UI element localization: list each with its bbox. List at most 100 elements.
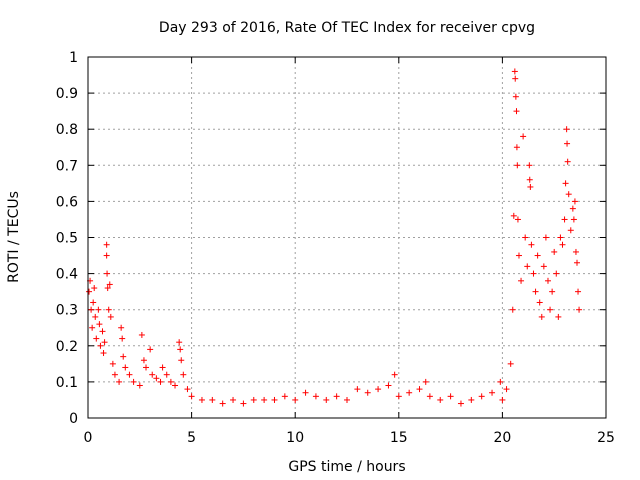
data-point [422, 378, 429, 385]
plot-frame [87, 56, 607, 419]
data-point [563, 126, 570, 133]
y-tick-label: 0.2 [56, 339, 78, 355]
data-point [406, 389, 413, 396]
x-tick-label: 20 [493, 430, 511, 446]
data-point [532, 288, 539, 295]
data-point [104, 270, 111, 277]
data-point [138, 331, 145, 338]
data-point [101, 339, 108, 346]
x-tick-label: 5 [187, 430, 196, 446]
data-point [576, 306, 583, 313]
data-point [344, 396, 350, 403]
data-point [163, 371, 170, 378]
data-point [478, 393, 485, 400]
data-point [91, 285, 98, 292]
data-point [116, 378, 123, 385]
data-point [395, 393, 402, 400]
x-axis-label: GPS time / hours [288, 459, 405, 475]
data-point [540, 263, 547, 270]
data-point [553, 270, 560, 277]
data-point [457, 400, 464, 407]
data-point [385, 382, 392, 389]
data-point [120, 353, 127, 360]
data-point [447, 393, 454, 400]
data-point [518, 277, 525, 284]
data-point [573, 259, 580, 266]
data-point [281, 393, 288, 400]
x-tick-label: 25 [597, 430, 615, 446]
data-point [136, 382, 143, 389]
data-point [570, 216, 577, 223]
data-point [333, 393, 340, 400]
data-point [524, 263, 531, 270]
data-point [147, 346, 154, 353]
grid [88, 57, 606, 418]
x-tick-label: 10 [286, 430, 304, 446]
data-point [569, 205, 576, 212]
data-point [177, 346, 184, 353]
data-point [105, 306, 112, 313]
data-point [561, 216, 568, 223]
data-point [514, 162, 521, 169]
data-point [126, 371, 133, 378]
data-point [564, 158, 571, 165]
data-point [507, 360, 514, 367]
data-point [209, 396, 216, 403]
data-point [522, 234, 529, 241]
data-point [106, 281, 113, 288]
data-point [512, 75, 519, 82]
data-point [549, 288, 556, 295]
data-point [564, 140, 571, 147]
data-point [111, 371, 118, 378]
data-point [188, 393, 195, 400]
data-point [172, 382, 179, 389]
data-point [103, 252, 110, 259]
y-tick-label: 0.8 [56, 122, 78, 138]
y-tick-label: 0.9 [56, 86, 78, 102]
data-point [562, 180, 569, 187]
data-point [513, 108, 520, 115]
data-point [499, 396, 506, 403]
data-point [198, 396, 205, 403]
x-tick-label: 0 [84, 430, 93, 446]
data-point [96, 321, 103, 328]
data-point [391, 371, 398, 378]
data-point [178, 357, 185, 364]
chart-title: Day 293 of 2016, Rate Of TEC Index for r… [159, 20, 535, 36]
data-point [271, 396, 278, 403]
data-point [514, 216, 521, 223]
data-point [503, 386, 510, 393]
data-point [119, 335, 126, 342]
data-point [555, 313, 562, 320]
data-point [88, 306, 95, 313]
data-point [520, 133, 527, 140]
data-point [437, 396, 444, 403]
data-point [489, 389, 496, 396]
y-tick-label: 0.4 [56, 267, 78, 283]
y-tick-label: 0.5 [56, 231, 78, 247]
data-point [575, 288, 582, 295]
data-point [567, 227, 574, 234]
data-point [97, 342, 104, 349]
data-point [180, 371, 187, 378]
data-point [250, 396, 257, 403]
data-point [143, 364, 150, 371]
data-point [92, 313, 99, 320]
data-point [509, 306, 516, 313]
data-point [468, 396, 475, 403]
data-point [364, 389, 371, 396]
data-point [544, 277, 551, 284]
data-point [159, 364, 166, 371]
y-tick-label: 0.3 [56, 303, 78, 319]
data-point [559, 241, 566, 248]
data-point [565, 191, 572, 198]
data-point [153, 375, 160, 382]
data-point [547, 306, 554, 313]
data-point [571, 198, 578, 205]
data-point [176, 339, 183, 346]
data-point [240, 400, 247, 407]
data-point [122, 364, 129, 371]
data-point [99, 328, 106, 335]
y-tick-label: 0.1 [56, 375, 78, 391]
